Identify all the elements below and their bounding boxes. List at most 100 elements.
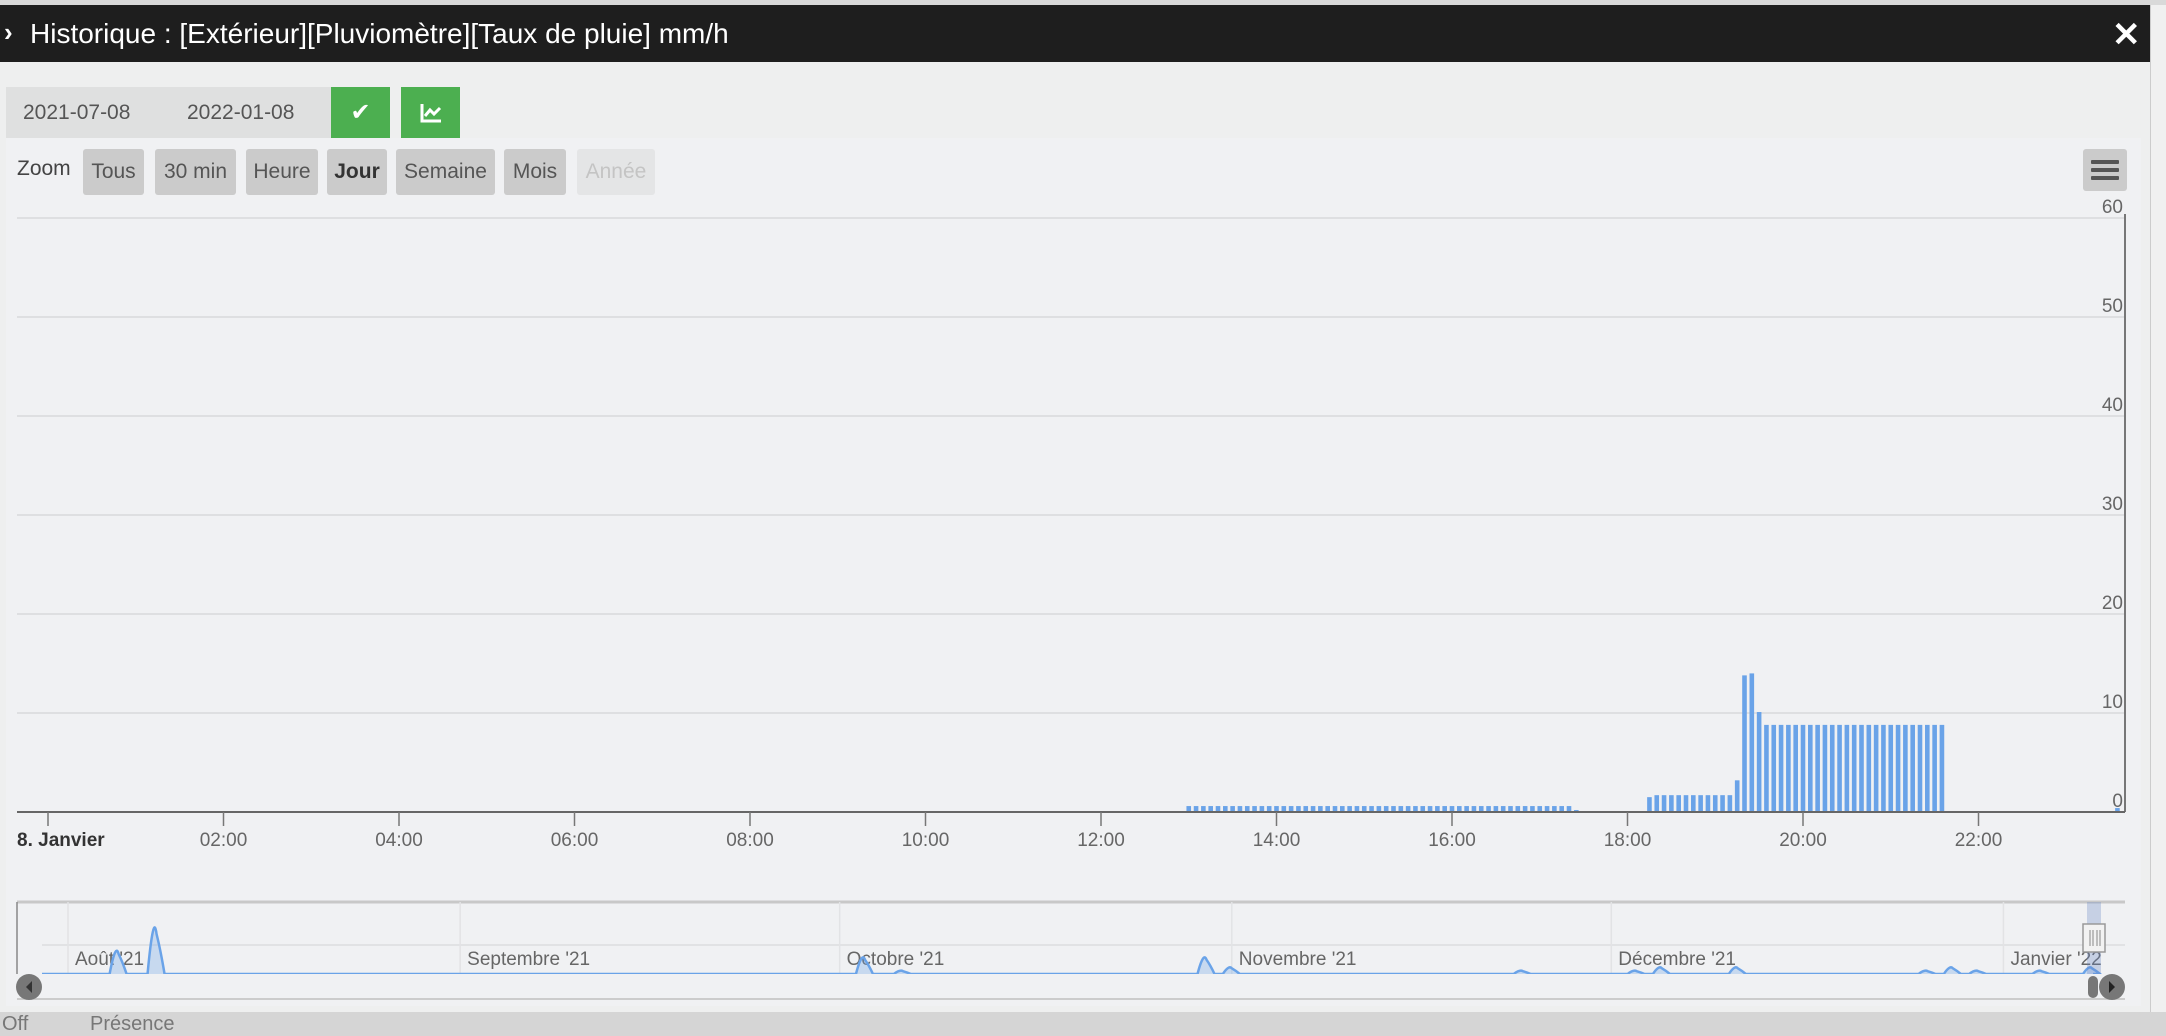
date-range-picker: 2021-07-08 2022-01-08 (6, 87, 331, 138)
zoom-button-week[interactable]: Semaine (396, 149, 495, 195)
bar (1310, 806, 1316, 812)
bar (1478, 806, 1484, 812)
grip-icon (2089, 930, 2101, 946)
check-icon: ✔ (350, 99, 371, 126)
bar (1712, 795, 1718, 812)
bar (1186, 806, 1192, 812)
chevron-right-icon: › (4, 17, 13, 47)
navigator-month-label: Août '21 (75, 949, 144, 970)
bar (1544, 806, 1550, 812)
bar (1500, 806, 1506, 812)
bar (1559, 806, 1564, 812)
bar (1281, 806, 1287, 812)
y-tick-label: 20 (2102, 593, 2123, 614)
bar (1691, 795, 1696, 812)
validate-button[interactable]: ✔ (331, 87, 390, 138)
bar (1676, 795, 1681, 812)
bar (1383, 806, 1389, 812)
background-item-presence: Présence (90, 1013, 175, 1035)
x-tick-label: 22:00 (1955, 830, 2003, 851)
bar (1881, 724, 1886, 812)
bar (1895, 724, 1901, 812)
bar (1829, 724, 1835, 812)
close-icon[interactable]: ✕ (2112, 16, 2141, 54)
bar (1193, 806, 1199, 812)
y-tick-label: 50 (2102, 296, 2123, 317)
start-date-input[interactable]: 2021-07-08 (23, 101, 131, 124)
bar (1522, 806, 1528, 812)
bar (1903, 724, 1908, 812)
page-scrollbar[interactable] (2150, 5, 2166, 1012)
bar (1917, 724, 1923, 812)
bar (1552, 806, 1557, 812)
bar (1215, 806, 1221, 812)
bar (1325, 806, 1330, 812)
y-tick-label: 40 (2102, 395, 2123, 416)
bar (1369, 806, 1374, 812)
bar (1274, 806, 1279, 812)
background-item-off: Off (2, 1013, 29, 1035)
bar (1932, 724, 1937, 812)
bar (1318, 806, 1323, 812)
bar (1661, 795, 1667, 812)
dialog-titlebar: › Historique : [Extérieur][Pluviomètre][… (0, 5, 2150, 62)
bar (1420, 806, 1426, 812)
scrollbar-thumb[interactable] (2088, 976, 2098, 998)
x-tick-label: 16:00 (1428, 830, 1476, 851)
bar (1939, 724, 1945, 812)
bar (1537, 806, 1543, 812)
bar (2115, 808, 2120, 812)
bar (1837, 724, 1842, 812)
bar (1873, 724, 1879, 812)
bar (1859, 724, 1864, 812)
bar (1742, 675, 1747, 812)
navigator-month-label: Novembre '21 (1239, 949, 1357, 970)
bar (1391, 806, 1396, 812)
bar (1303, 806, 1309, 812)
end-date-input[interactable]: 2022-01-08 (187, 101, 295, 124)
bar (1471, 806, 1477, 812)
zoom-button-month[interactable]: Mois (504, 149, 566, 195)
bar (1288, 806, 1294, 812)
navigator-series-line (42, 926, 2104, 976)
x-tick-label: 10:00 (902, 830, 950, 851)
navigator-area (42, 927, 2100, 974)
chart-menu-button[interactable] (2083, 149, 2127, 191)
bar (1910, 724, 1915, 812)
bar (1566, 806, 1572, 812)
bar (1822, 724, 1828, 812)
x-tick-label: 04:00 (375, 830, 423, 851)
navigator-handle[interactable] (2082, 923, 2106, 953)
bar (1464, 806, 1469, 812)
x-tick-label: 14:00 (1253, 830, 1301, 851)
bar (1208, 806, 1213, 812)
bar (1493, 806, 1499, 812)
scrollbar-bg (17, 974, 2125, 999)
bar (1888, 724, 1894, 812)
bar (1237, 806, 1243, 812)
zoom-button-30min[interactable]: 30 min (155, 149, 236, 195)
bar (1793, 724, 1798, 812)
hamburger-menu-icon (2091, 160, 2119, 164)
x-tick-label: 20:00 (1779, 830, 1827, 851)
bar (1347, 806, 1352, 812)
x-tick-label: 06:00 (551, 830, 599, 851)
dialog-title: Historique : [Extérieur][Pluviomètre][Ta… (30, 18, 729, 49)
bar (1244, 806, 1250, 812)
x-tick-label: 18:00 (1604, 830, 1652, 851)
bar (1771, 724, 1777, 812)
x-tick-label: 02:00 (200, 830, 248, 851)
bar (1449, 806, 1455, 812)
bar (1669, 795, 1674, 812)
zoom-button-day[interactable]: Jour (327, 149, 387, 195)
chart-type-button[interactable] (401, 87, 460, 138)
zoom-button-hour[interactable]: Heure (246, 149, 318, 195)
bar (1508, 806, 1513, 812)
navigator-month-label: Janvier '22 (2010, 949, 2101, 970)
zoom-button-all[interactable]: Tous (83, 149, 144, 195)
bar (1259, 806, 1265, 812)
bar (1800, 724, 1806, 812)
bar (1851, 724, 1857, 812)
bar (1683, 795, 1689, 812)
bar (1296, 806, 1301, 812)
